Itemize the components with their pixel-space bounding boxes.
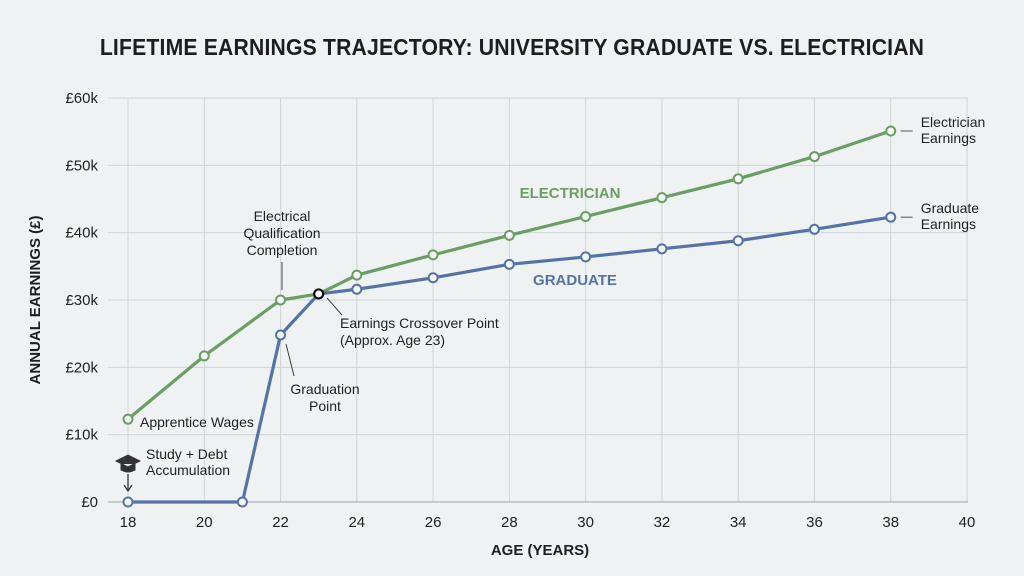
- data-point: [808, 151, 820, 163]
- data-point: [275, 294, 287, 306]
- graduation-cap-icon: [114, 454, 142, 473]
- chart-title: LIFETIME EARNINGS TRAJECTORY: UNIVERSITY…: [99, 34, 925, 60]
- annotation-qualification: Completion: [247, 242, 318, 258]
- annotation-apprentice: Apprentice Wages: [140, 414, 254, 430]
- x-tick-label: 22: [272, 514, 289, 531]
- annotation-leader: [285, 343, 295, 377]
- y-tick-label: £10k: [65, 427, 98, 444]
- y-axis-label: ANNUAL EARNINGS (£): [27, 216, 44, 385]
- data-point: [656, 192, 668, 204]
- x-tick-label: 40: [959, 514, 976, 531]
- x-tick-label: 34: [730, 514, 747, 531]
- end-label: Graduate: [921, 200, 980, 216]
- series-line-electrician: [126, 129, 892, 421]
- annotation-study: Study + Debt: [146, 446, 227, 462]
- x-axis-label: AGE (YEARS): [491, 542, 589, 559]
- annotation-qualification: Qualification: [243, 225, 320, 241]
- annotation-graduation: Graduation: [290, 381, 359, 397]
- data-point: [656, 243, 668, 255]
- series-label-electrician: ELECTRICIAN: [520, 185, 621, 202]
- series-line-graduate: [128, 215, 891, 504]
- annotation-study: Accumulation: [146, 462, 230, 478]
- data-point: [732, 235, 744, 247]
- data-point: [122, 496, 134, 508]
- x-tick-label: 38: [882, 514, 899, 531]
- y-tick-label: £40k: [65, 225, 98, 242]
- x-tick-label: 30: [577, 514, 594, 531]
- x-tick-label: 28: [501, 514, 518, 531]
- data-point: [808, 223, 820, 235]
- x-tick-label: 18: [120, 514, 137, 531]
- data-point: [580, 211, 592, 223]
- data-point: [198, 350, 210, 362]
- crossover-point: [313, 288, 325, 300]
- data-point: [503, 258, 515, 270]
- arrow-down-icon: [123, 484, 133, 493]
- end-label: Electrician: [921, 114, 986, 130]
- x-tick-label: 36: [806, 514, 823, 531]
- annotation-crossover: (Approx. Age 23): [340, 332, 445, 348]
- annotation-qualification: Electrical: [254, 208, 311, 224]
- data-point: [275, 329, 287, 341]
- y-tick-label: £50k: [65, 157, 98, 174]
- data-point: [580, 251, 592, 263]
- end-label: Earnings: [921, 130, 976, 146]
- series-label-graduate: GRADUATE: [533, 272, 617, 289]
- x-tick-label: 26: [425, 514, 442, 531]
- annotation-leader: [326, 297, 343, 316]
- x-tick-label: 24: [348, 514, 365, 531]
- data-point: [885, 211, 897, 223]
- annotation-graduation: Point: [309, 398, 341, 414]
- end-label: Earnings: [921, 216, 976, 232]
- x-tick-label: 32: [654, 514, 671, 531]
- y-tick-label: £60k: [65, 90, 98, 107]
- data-point: [236, 496, 248, 508]
- data-point: [122, 413, 134, 425]
- data-point: [503, 229, 515, 241]
- y-tick-label: £0: [81, 494, 98, 511]
- y-tick-label: £30k: [65, 292, 98, 309]
- data-point: [732, 173, 744, 185]
- data-point: [885, 125, 897, 137]
- annotation-crossover: Earnings Crossover Point: [340, 315, 499, 331]
- data-point: [427, 272, 439, 284]
- data-point: [351, 283, 363, 295]
- data-point: [427, 249, 439, 261]
- y-tick-label: £20k: [65, 359, 98, 376]
- data-point: [351, 269, 363, 281]
- x-tick-label: 20: [196, 514, 213, 531]
